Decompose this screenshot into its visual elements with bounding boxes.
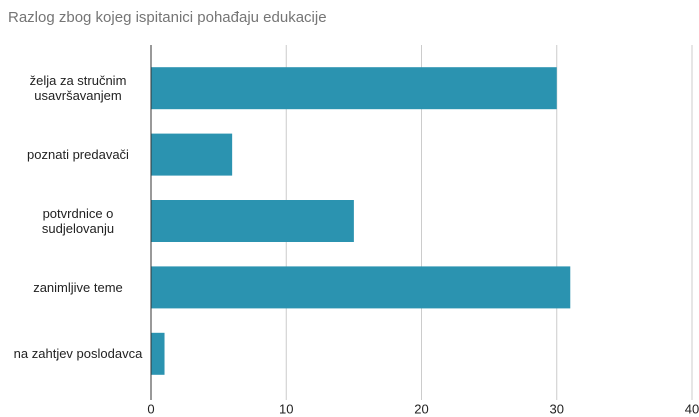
- bar: [151, 332, 165, 375]
- x-tick-label: 40: [685, 401, 699, 416]
- y-tick-label: na zahtjev poslodavca: [13, 346, 143, 362]
- bar: [151, 133, 233, 176]
- x-tick-label: 10: [279, 401, 293, 416]
- chart-title: Razlog zbog kojeg ispitanici pohađaju ed…: [8, 9, 327, 26]
- x-tick-label: 30: [550, 401, 564, 416]
- bar: [151, 67, 557, 110]
- y-tick-label: želja za stručnim usavršavanjem: [29, 73, 127, 104]
- bar: [151, 266, 571, 309]
- bar: [151, 200, 354, 242]
- y-tick-label: potvrdnice o sudjelovanju: [41, 206, 115, 236]
- x-tick-label: 20: [414, 401, 428, 416]
- y-tick-label: poznati predavači: [27, 147, 129, 163]
- y-tick-label: zanimljive teme: [33, 279, 123, 295]
- x-tick-label: 0: [147, 401, 154, 416]
